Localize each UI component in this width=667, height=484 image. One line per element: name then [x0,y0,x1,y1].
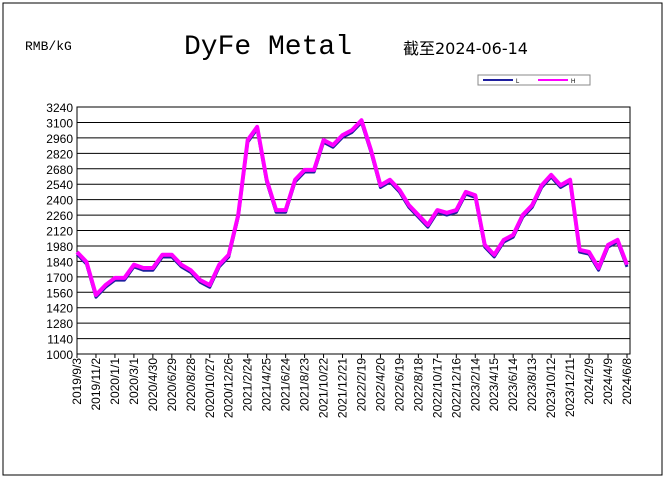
x-tick-label: 2022/10/17 [430,358,444,418]
y-tick-label: 1980 [46,240,73,254]
x-tick-label: 2020/10/27 [203,358,217,418]
x-tick-label: 2020/12/26 [222,358,236,418]
y-tick-label: 1000 [46,348,73,362]
y-tick-label: 3100 [46,116,73,130]
x-tick-label: 2020/1/1 [108,358,122,405]
y-tick-label: 1420 [46,302,73,316]
x-tick-label: 2024/6/8 [620,358,634,405]
y-tick-label: 2260 [46,209,73,223]
legend-label: H [571,79,575,85]
x-tick-label: 2021/8/23 [298,358,312,412]
chart-subtitle: 截至2024-06-14 [403,39,528,58]
y-tick-label: 2400 [46,194,73,208]
x-tick-label: 2022/8/18 [411,358,425,412]
x-tick-label: 2024/4/9 [601,358,615,405]
x-tick-label: 2020/4/30 [146,358,160,412]
y-tick-label: 1840 [46,255,73,269]
x-tick-label: 2021/2/24 [241,358,255,412]
series-line [75,118,629,298]
x-tick-label: 2023/12/11 [563,358,577,417]
x-tick-label: 2021/10/22 [317,358,331,418]
x-tick-label: 2024/2/9 [582,358,596,405]
y-tick-label: 2680 [46,163,73,177]
y-tick-label: 1700 [46,271,73,285]
y-tick-label: 2820 [46,147,73,161]
y-tick-label: 2120 [46,225,73,239]
x-tick-label: 2020/3/1 [127,358,141,405]
y-tick-label: 1140 [47,333,73,347]
y-tick-label: 2540 [46,178,73,192]
y-tick-label: 3240 [46,101,73,115]
x-tick-label: 2022/2/19 [354,358,368,412]
x-tick-label: 2023/8/13 [525,358,539,412]
y-tick-label: 1280 [46,317,73,331]
y-unit: RMB/kG [25,39,72,54]
x-tick-label: 2022/6/19 [392,358,406,412]
x-tick-label: 2020/6/29 [165,358,179,412]
legend [477,74,591,86]
y-tick-label: 2960 [46,132,73,146]
x-tick-label: 2021/12/21 [336,358,350,418]
x-tick-label: 2021/6/24 [279,358,293,412]
x-tick-label: 2023/10/12 [544,358,558,418]
x-tick-label: 2023/4/15 [487,358,501,412]
chart-title: DyFe Metal [184,32,352,63]
x-tick-label: 2023/6/14 [506,358,520,412]
x-tick-label: 2019/9/3 [70,358,84,405]
legend-label: L [516,79,520,85]
x-tick-label: 2023/2/14 [468,358,482,412]
x-tick-label: 2020/8/28 [184,358,198,412]
x-tick-label: 2022/4/20 [373,358,387,412]
y-tick-label: 1560 [46,286,73,300]
x-tick-label: 2022/12/16 [449,358,463,418]
x-tick-label: 2019/11/2 [89,358,103,411]
x-tick-label: 2021/4/25 [260,358,274,412]
